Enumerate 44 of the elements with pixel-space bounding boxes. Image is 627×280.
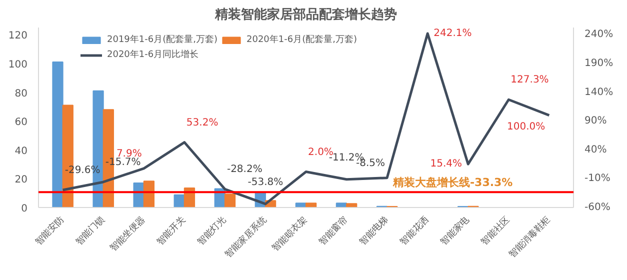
data-label: 15.4% xyxy=(430,158,462,170)
x-tick-label: 智能开关 xyxy=(154,214,188,248)
data-label: 53.2% xyxy=(186,117,218,128)
x-tick-label: 智能灯光 xyxy=(195,214,228,248)
y-tick-label: 120 xyxy=(8,30,28,42)
data-label: -8.5% xyxy=(356,158,386,169)
y2-tick-label: 140% xyxy=(584,86,614,98)
y2-tick-label: -10% xyxy=(584,173,610,184)
y-tick-label: 100 xyxy=(8,60,28,70)
chart-title: 精装智能家居部品配套增长趋势 xyxy=(214,6,397,22)
bar xyxy=(143,180,155,208)
y-tick-label: 20 xyxy=(14,174,28,186)
legend-label: 2019年1-6月(配套量,万套) xyxy=(107,34,218,46)
data-label: 127.3% xyxy=(510,74,549,86)
data-label: -53.8% xyxy=(248,176,284,188)
x-tick-label: 智能窗帘 xyxy=(316,214,350,248)
y2-tick-label: -60% xyxy=(584,202,610,213)
bar xyxy=(52,62,64,208)
data-label: 2.0% xyxy=(308,146,334,158)
y2-tick-label: 40% xyxy=(584,144,607,156)
y2-tick-label: 190% xyxy=(584,58,614,69)
data-label: 100.0% xyxy=(507,121,546,132)
legend-label: 2020年1-6月同比增长 xyxy=(107,48,199,61)
data-label: 242.1% xyxy=(434,28,472,39)
y-tick-label: 40 xyxy=(14,146,28,157)
x-tick-label: 智能花洒 xyxy=(398,214,432,248)
y-tick-label: 0 xyxy=(21,204,28,214)
y-tick-label: 60 xyxy=(14,117,28,128)
x-tick-label: 智能家电 xyxy=(438,214,472,248)
bar xyxy=(346,203,358,208)
x-tick-label: 智能晾衣架 xyxy=(270,214,310,254)
x-tick-label: 智能安防 xyxy=(33,214,66,248)
bar xyxy=(306,202,317,208)
x-tick-label: 智能坐便器 xyxy=(108,214,148,254)
bar xyxy=(224,194,236,208)
y2-tick-label: 240% xyxy=(584,29,614,40)
x-tick-label: 智能社区 xyxy=(478,214,512,248)
legend-label: 2020年1-6月(配套量,万套) xyxy=(246,34,357,46)
ref-line-label: 精装大盘增长线-33.3% xyxy=(392,176,513,190)
data-label: -28.2% xyxy=(226,164,262,176)
y-tick-label: 80 xyxy=(14,88,28,100)
x-tick-label: 智能电梯 xyxy=(357,214,391,248)
y2-tick-label: 90% xyxy=(584,116,607,127)
x-tick-label: 智能门锁 xyxy=(74,214,107,248)
